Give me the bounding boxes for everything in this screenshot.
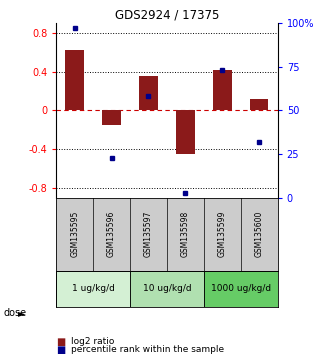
- Text: dose: dose: [3, 308, 26, 318]
- Text: GSM135596: GSM135596: [107, 211, 116, 257]
- Bar: [139, 76, 158, 110]
- Text: log2 ratio: log2 ratio: [71, 337, 114, 346]
- Bar: [250, 99, 268, 110]
- Text: 1 ug/kg/d: 1 ug/kg/d: [72, 284, 115, 293]
- Text: 10 ug/kg/d: 10 ug/kg/d: [143, 284, 191, 293]
- Text: percentile rank within the sample: percentile rank within the sample: [71, 345, 224, 354]
- Bar: [213, 70, 231, 110]
- Bar: [176, 110, 195, 154]
- Text: GSM135600: GSM135600: [255, 211, 264, 257]
- Text: ►: ►: [18, 308, 25, 318]
- Text: ■: ■: [56, 337, 65, 347]
- Bar: [130, 271, 204, 307]
- Bar: [102, 110, 121, 125]
- Bar: [56, 271, 130, 307]
- Bar: [204, 271, 278, 307]
- Bar: [65, 50, 84, 110]
- Title: GDS2924 / 17375: GDS2924 / 17375: [115, 9, 219, 22]
- Text: GSM135599: GSM135599: [218, 211, 227, 257]
- Text: GSM135597: GSM135597: [144, 211, 153, 257]
- Text: 1000 ug/kg/d: 1000 ug/kg/d: [211, 284, 271, 293]
- Text: ■: ■: [56, 345, 65, 354]
- Text: GSM135598: GSM135598: [181, 211, 190, 257]
- Text: GSM135595: GSM135595: [70, 211, 79, 257]
